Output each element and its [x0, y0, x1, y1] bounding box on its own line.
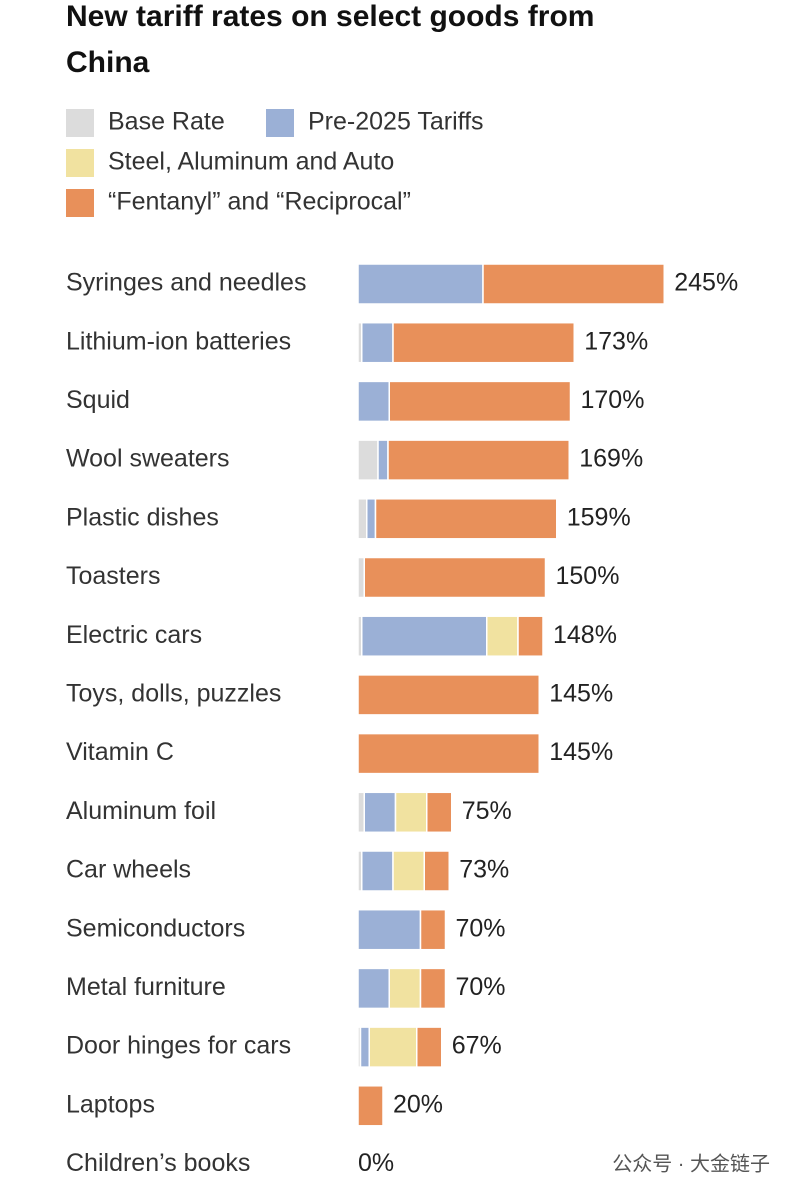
category-label: Semiconductors — [66, 914, 245, 942]
category-label: Vitamin C — [66, 738, 174, 766]
total-label: 20% — [393, 1090, 443, 1118]
bar-segment — [363, 556, 547, 599]
legend-swatch — [66, 149, 94, 177]
category-label: Wool sweaters — [66, 445, 230, 473]
category-label: Toasters — [66, 562, 160, 590]
category-label: Laptops — [66, 1090, 155, 1118]
bar-segment — [368, 1026, 418, 1068]
bar-segment — [377, 439, 389, 481]
bar-segment — [357, 263, 484, 305]
total-label: 170% — [581, 386, 645, 414]
category-label: Metal furniture — [66, 973, 226, 1001]
total-label: 173% — [584, 327, 648, 355]
bar-segment — [387, 439, 570, 481]
category-label: Aluminum foil — [66, 797, 216, 825]
bar-segment — [359, 1026, 370, 1068]
watermark: 公众号 · 大金链子 — [612, 1152, 770, 1175]
bar-segment — [357, 1085, 384, 1127]
bar-segment — [419, 908, 447, 951]
bar-segment — [357, 380, 390, 423]
bar-segment — [416, 1026, 443, 1068]
total-label: 145% — [549, 738, 613, 766]
total-label: 70% — [456, 914, 506, 942]
total-label: 70% — [456, 973, 506, 1001]
total-label: 148% — [553, 621, 617, 649]
bar-segment — [357, 674, 540, 716]
bar-segment — [394, 791, 428, 834]
bar-segment — [357, 439, 379, 481]
bar-segment — [426, 791, 453, 834]
bar-segment — [361, 850, 394, 892]
legend-label: Pre-2025 Tariffs — [308, 108, 484, 136]
bar-segment — [357, 732, 540, 775]
bar-segment — [357, 908, 422, 951]
bar-segment — [517, 615, 544, 657]
bar-segment — [486, 615, 519, 657]
legend-swatch — [266, 109, 294, 137]
category-label: Plastic dishes — [66, 503, 219, 531]
chart-title: China — [66, 46, 150, 79]
bar-segment — [374, 498, 558, 540]
legend-swatch — [66, 109, 94, 137]
bar-segment — [366, 498, 377, 540]
total-label: 150% — [556, 562, 620, 590]
category-label: Electric cars — [66, 621, 202, 649]
bar-segment — [357, 967, 390, 1010]
bar-segment — [361, 615, 488, 657]
legend-label: Steel, Aluminum and Auto — [108, 148, 394, 176]
bar-segment — [388, 967, 422, 1010]
bar-segment — [357, 791, 365, 834]
category-label: Squid — [66, 386, 130, 414]
total-label: 169% — [579, 445, 643, 473]
total-label: 73% — [459, 856, 509, 884]
category-label: Children’s books — [66, 1149, 250, 1177]
bar-segment — [357, 498, 368, 540]
legend-swatch — [66, 189, 94, 217]
bar-segment — [361, 321, 394, 364]
category-label: Car wheels — [66, 856, 191, 884]
chart-title: New tariff rates on select goods from — [66, 0, 594, 33]
total-label: 145% — [549, 680, 613, 708]
bar-segment — [357, 556, 365, 599]
legend-label: Base Rate — [108, 108, 225, 136]
category-label: Lithium-ion batteries — [66, 327, 291, 355]
total-label: 245% — [674, 269, 738, 297]
total-label: 159% — [567, 503, 631, 531]
total-label: 75% — [462, 797, 512, 825]
bar-segment — [392, 321, 575, 364]
category-label: Toys, dolls, puzzles — [66, 680, 281, 708]
category-label: Syringes and needles — [66, 269, 306, 297]
bar-segment — [419, 967, 447, 1010]
bar-segment — [392, 850, 425, 892]
total-label: 0% — [358, 1149, 394, 1177]
bar-segment — [388, 380, 572, 423]
category-label: Door hinges for cars — [66, 1032, 291, 1060]
bar-segment — [482, 263, 665, 305]
total-label: 67% — [452, 1032, 502, 1060]
bar-segment — [363, 791, 397, 834]
legend-label: “Fentanyl” and “Reciprocal” — [108, 188, 411, 216]
bar-segment — [423, 850, 450, 892]
